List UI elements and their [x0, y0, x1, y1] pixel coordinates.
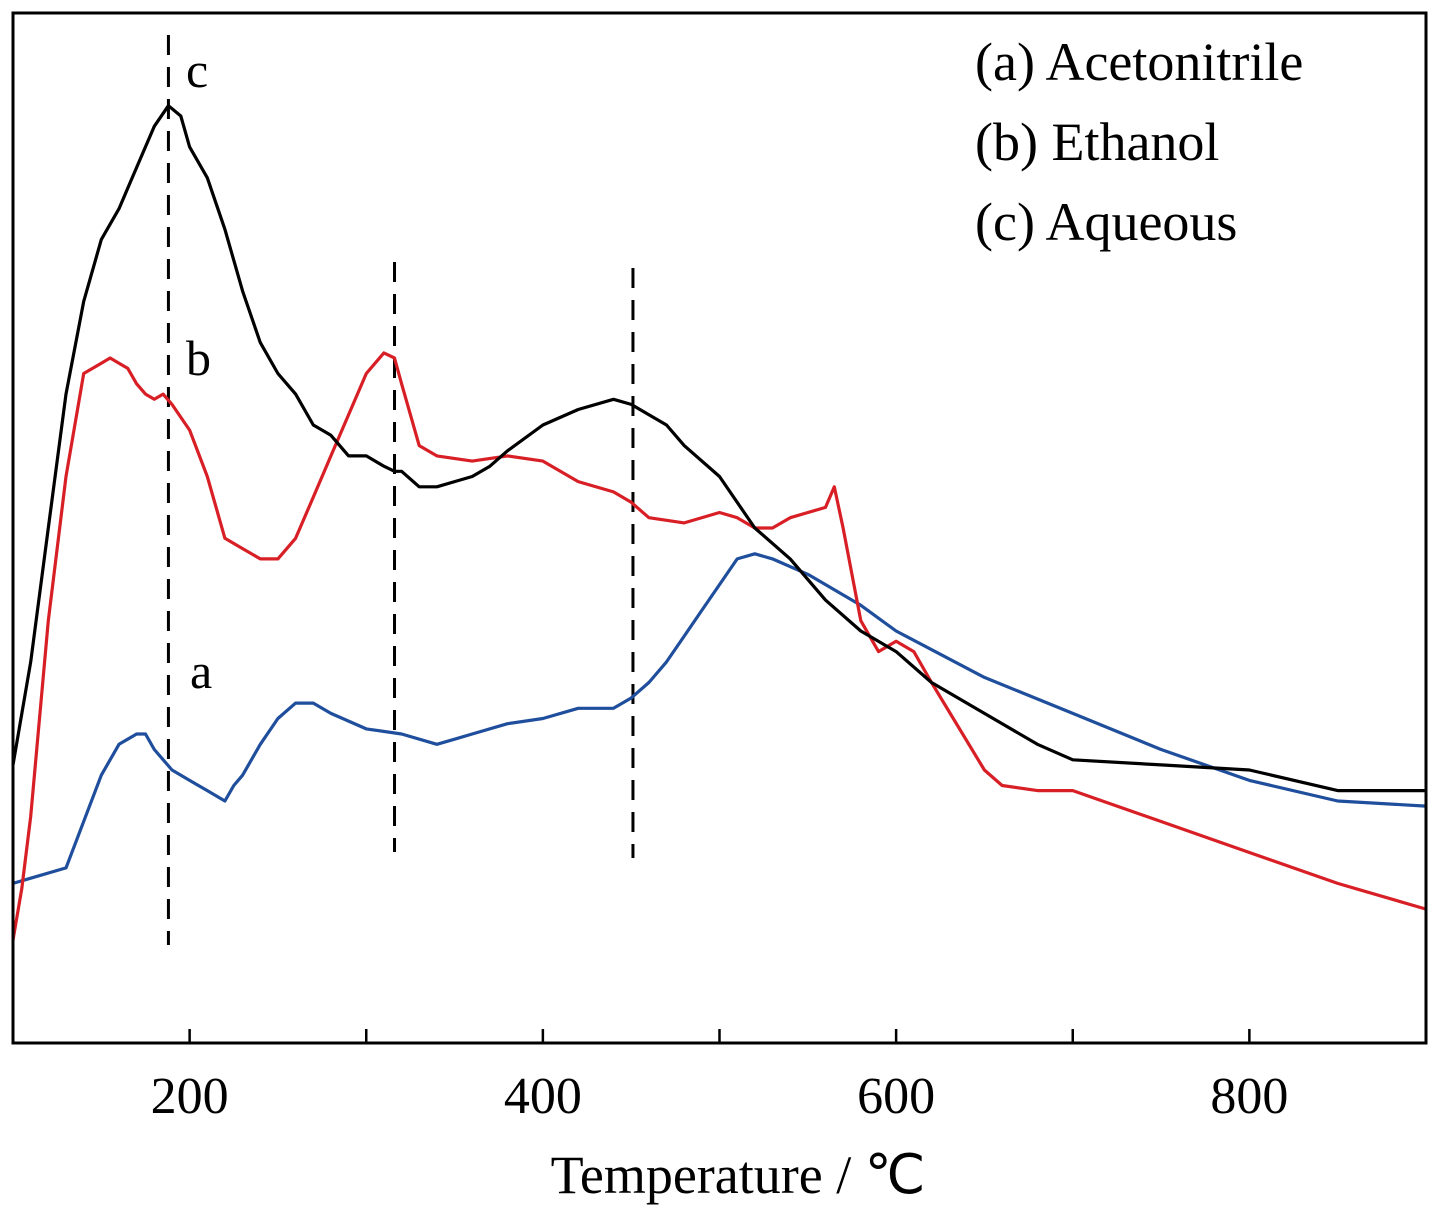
curve-label-b: b — [186, 330, 211, 386]
series-group — [11, 104, 1427, 941]
series-line-b — [11, 351, 1427, 941]
x-tick-label-600: 600 — [857, 1068, 935, 1125]
x-axis-title: Temperature / ℃ — [551, 1145, 926, 1205]
legend: (a) Acetonitrile (b) Ethanol (c) Aqueous — [975, 32, 1303, 252]
legend-item-b: (b) Ethanol — [975, 112, 1219, 172]
x-axis-ticks: 200 400 600 800 — [151, 1029, 1288, 1125]
curve-label-a: a — [190, 643, 212, 699]
legend-item-a: (a) Acetonitrile — [975, 32, 1303, 92]
series-line-a — [12, 552, 1427, 885]
x-tick-label-800: 800 — [1210, 1068, 1288, 1125]
curve-labels: a b c — [186, 42, 212, 699]
x-tick-label-200: 200 — [151, 1068, 229, 1125]
curve-label-c: c — [186, 42, 208, 98]
series-line-c — [11, 104, 1426, 793]
reference-lines — [166, 35, 635, 945]
x-tick-label-400: 400 — [504, 1068, 582, 1125]
legend-item-c: (c) Aqueous — [975, 192, 1237, 252]
